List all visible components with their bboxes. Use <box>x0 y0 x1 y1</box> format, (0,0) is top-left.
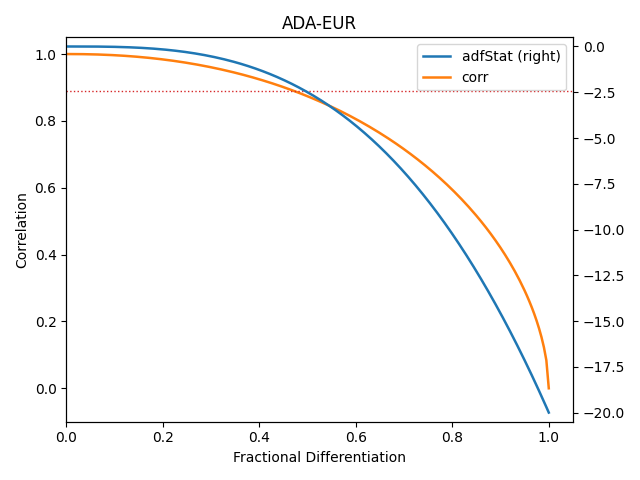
corr <box>545 385 552 391</box>
corr <box>191 61 198 67</box>
Line: adfStat (right): adfStat (right) <box>67 47 548 413</box>
X-axis label: Fractional Differentiation: Fractional Differentiation <box>233 451 406 465</box>
Title: ADA-EUR: ADA-EUR <box>282 15 357 33</box>
adfStat (right) <box>152 46 160 52</box>
corr <box>82 51 90 57</box>
Line: corr: corr <box>67 54 548 388</box>
adfStat (right) <box>521 357 529 363</box>
corr <box>63 51 70 57</box>
Legend: adfStat (right), corr: adfStat (right), corr <box>417 44 566 90</box>
adfStat (right) <box>545 410 552 416</box>
adfStat (right) <box>191 50 198 56</box>
adfStat (right) <box>504 324 511 329</box>
corr <box>504 256 511 262</box>
adfStat (right) <box>92 44 99 49</box>
corr <box>92 51 99 57</box>
adfStat (right) <box>63 44 70 49</box>
Y-axis label: Correlation: Correlation <box>15 191 29 268</box>
corr <box>521 288 529 293</box>
adfStat (right) <box>82 44 90 49</box>
corr <box>152 56 160 61</box>
